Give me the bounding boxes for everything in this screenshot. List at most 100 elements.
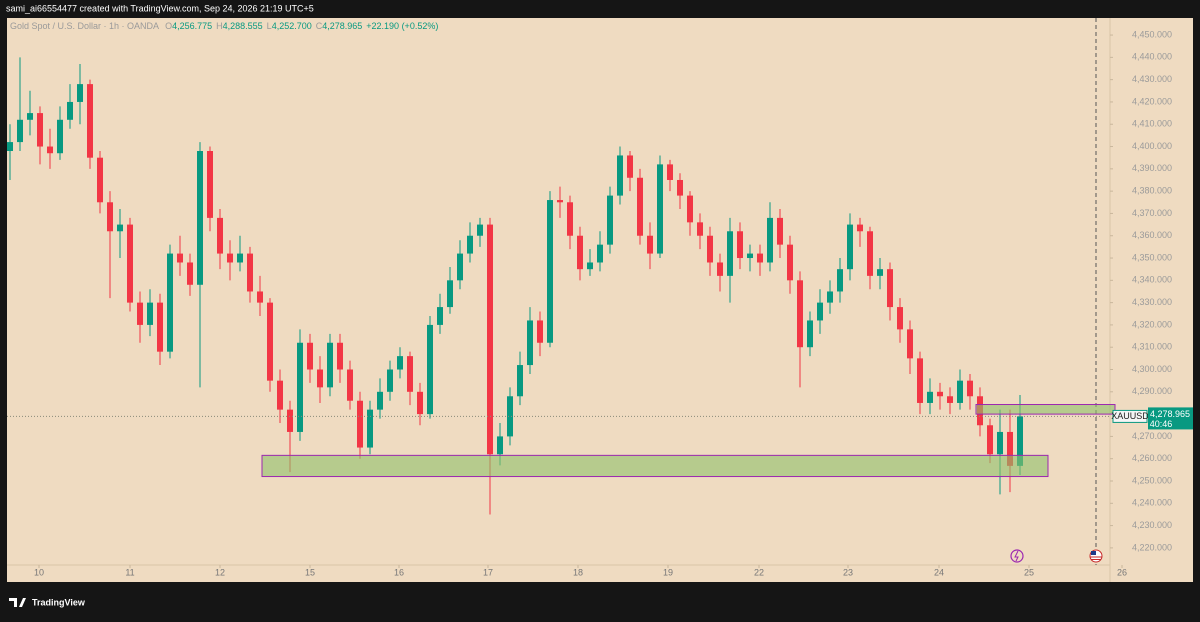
candle-body [17,119,23,143]
candle-body [277,380,283,410]
candle-body [267,302,273,381]
watermark: sami_ai66554477 created with TradingView… [6,3,314,13]
legend: Gold Spot / U.S. Dollar · 1h · OANDA O4,2… [10,21,438,31]
candle-body [1007,431,1013,466]
candle-body [927,391,933,403]
candle-body [227,253,233,263]
candle-body [317,369,323,388]
candle-body [237,253,243,263]
price-tag [1148,407,1193,430]
x-tick-label: 17 [483,567,493,577]
event-icon [1010,549,1024,563]
candle-body [997,431,1003,455]
y-tick-label: 4,260.000 [1132,453,1172,463]
candle-body [87,84,93,158]
legend-value: 4,252.700 [272,21,312,31]
candle-body [687,195,693,223]
candle-body [897,307,903,330]
candle-body [797,280,803,348]
instrument: Gold Spot / U.S. Dollar · 1h · OANDA [10,21,159,31]
candle-body [887,269,893,308]
x-tick-label: 25 [1024,567,1034,577]
candle-body [27,113,33,120]
candle-body [387,369,393,392]
candle-body [187,262,193,285]
countdown: 40:46 [1150,419,1173,429]
candle-body [697,222,703,236]
candle-body [597,244,603,263]
y-tick-label: 4,430.000 [1132,74,1172,84]
y-tick-label: 4,450.000 [1132,29,1172,39]
y-tick-label: 4,230.000 [1132,520,1172,530]
candle-body [707,235,713,263]
candle-body [587,262,593,270]
candle-body [877,269,883,276]
y-tick-label: 4,330.000 [1132,297,1172,307]
candle-body [67,101,73,120]
zone [261,454,1049,478]
candle-body [777,217,783,245]
candle-body [807,320,813,348]
x-tick-label: 24 [934,567,944,577]
plot-background [7,18,1193,582]
candle-body [7,142,13,152]
brand-logo [9,598,26,607]
candle-body [937,391,943,397]
candle-body [367,409,373,448]
x-tick-label: 12 [215,567,225,577]
candle-body [127,224,133,303]
candle-body [167,253,173,352]
candle-body [907,329,913,359]
legend-value: 4,256.775 [172,21,212,31]
candle-body [547,200,553,343]
candle-body [947,396,953,403]
candle-body [767,217,773,263]
y-tick-label: 4,440.000 [1132,52,1172,62]
candle-body [607,195,613,245]
candle-body [727,231,733,276]
y-tick-label: 4,390.000 [1132,163,1172,173]
candle-body [817,302,823,321]
candle-body [377,391,383,410]
x-tick-label: 15 [305,567,315,577]
candle-body [567,202,573,236]
candle-body [157,302,163,352]
candle-body [47,146,53,154]
candle-body [577,235,583,270]
candle-body [757,253,763,263]
x-tick-label: 22 [754,567,764,577]
y-tick-label: 4,250.000 [1132,475,1172,485]
flag-icon [1089,549,1103,563]
legend-value: 4,278.965 [322,21,362,31]
candle-body [417,391,423,415]
candle-body [457,253,463,281]
x-tick-label: 26 [1117,567,1127,577]
y-tick-label: 4,370.000 [1132,208,1172,218]
legend-prefix: L [267,21,272,31]
y-tick-label: 4,410.000 [1132,119,1172,129]
x-tick-label: 23 [843,567,853,577]
candle-body [677,179,683,196]
legend-prefix: H [216,21,223,31]
legend-change: +22.190 (+0.52%) [366,21,438,31]
symbol-label: XAUUSD [1111,411,1149,421]
candle-body [117,224,123,232]
y-tick-label: 4,340.000 [1132,275,1172,285]
candle-body [647,235,653,254]
candle-body [297,342,303,432]
y-tick-label: 4,320.000 [1132,319,1172,329]
candle-body [37,113,43,147]
candle-body [747,253,753,259]
candle-body [497,436,503,455]
candle-body [287,409,293,432]
candle-body [537,320,543,343]
x-tick-label: 19 [663,567,673,577]
candle-body [857,224,863,232]
y-tick-label: 4,380.000 [1132,186,1172,196]
x-tick-label: 10 [34,567,44,577]
candle-body [407,356,413,392]
candle-body [787,244,793,281]
candle-body [917,358,923,403]
y-tick-label: 4,420.000 [1132,96,1172,106]
candle-body [837,269,843,292]
